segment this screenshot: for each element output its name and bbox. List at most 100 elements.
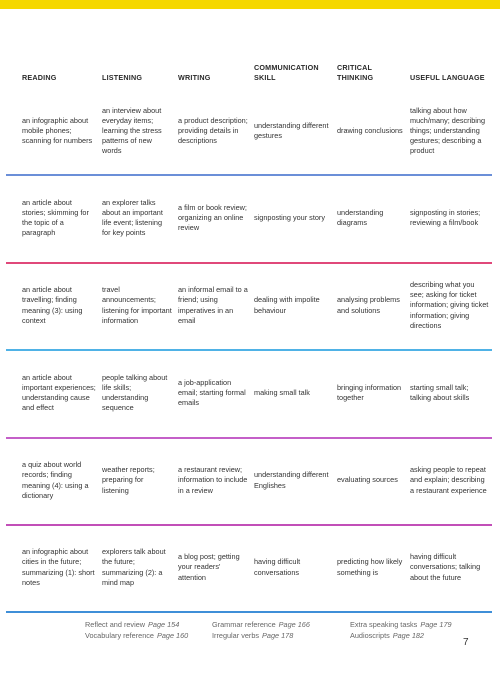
table-cell: bringing information together — [337, 349, 407, 437]
table-cell: having difficult conversations; talking … — [410, 524, 490, 611]
table-cell: evaluating sources — [337, 437, 407, 524]
cell-text: weather reports; preparing for listening — [102, 465, 155, 495]
footer-page: Page 160 — [156, 631, 189, 640]
footer-page: Page 182 — [392, 631, 424, 640]
table-cell: drawing conclusions — [337, 88, 407, 174]
cell-text: a job-application email; starting formal… — [178, 377, 246, 408]
cell-text: dealing with impolite behaviour — [254, 295, 320, 315]
footer-label: Audioscripts — [350, 631, 390, 640]
footer-label: Irregular verbs — [212, 631, 260, 640]
cell-text: bringing information together — [337, 382, 402, 402]
column-header-text: LISTENING — [102, 72, 143, 82]
footer-link: Reflect and review Page 154 — [85, 620, 179, 629]
table-cell: an article about travelling; finding mea… — [22, 262, 96, 349]
table-cell: an infographic about mobile phones; scan… — [22, 88, 96, 174]
cell-text: an article about important experiences; … — [22, 372, 96, 413]
cell-text: signposting your story — [254, 212, 325, 222]
cell-text: understanding different Englishes — [254, 470, 329, 490]
cell-text: an interview about everyday items; learn… — [102, 105, 162, 156]
footer-page: Page 154 — [148, 620, 180, 629]
row-divider — [6, 262, 492, 264]
table-cell: analysing problems and solutions — [337, 262, 407, 349]
cell-text: explorers talk about the future; summari… — [102, 547, 166, 587]
table-cell: weather reports; preparing for listening — [102, 437, 172, 524]
table-cell: predicting how likely something is — [337, 524, 407, 611]
column-header: READING — [22, 54, 96, 82]
cell-text: a restaurant review; information to incl… — [178, 465, 248, 495]
table-cell: a job-application email; starting formal… — [178, 349, 250, 437]
table-cell: a quiz about world records; finding mean… — [22, 437, 96, 524]
table-cell: describing what you see; asking for tick… — [410, 262, 490, 349]
table-cell: having difficult conversations — [254, 524, 332, 611]
cell-text: making small talk — [254, 387, 310, 397]
table-cell: understanding diagrams — [337, 174, 407, 262]
cell-text: an infographic about cities in the futur… — [22, 547, 95, 587]
column-header: CRITICAL THINKING — [337, 54, 385, 82]
column-header-text: COMMUNICATION SKILL — [254, 63, 319, 82]
table-cell: understanding different gestures — [254, 88, 332, 174]
table-cell: a film or book review; organizing an onl… — [178, 174, 250, 262]
cell-text: starting small talk; talking about skill… — [410, 382, 470, 402]
cell-text: an informal email to a friend; using imp… — [178, 285, 248, 325]
table-cell: understanding different Englishes — [254, 437, 332, 524]
table-cell: making small talk — [254, 349, 332, 437]
cell-text: having difficult conversations; talking … — [410, 552, 481, 582]
table-cell: signposting in stories; reviewing a film… — [410, 174, 490, 262]
table-cell: asking people to repeat and explain; des… — [410, 437, 490, 524]
table-cell: dealing with impolite behaviour — [254, 262, 332, 349]
cell-text: travel announcements; listening for impo… — [102, 285, 172, 325]
cell-text: an explorer talks about an important lif… — [102, 197, 163, 238]
cell-text: an article about travelling; finding mea… — [22, 285, 83, 325]
top-bar — [0, 0, 500, 9]
table-cell: travel announcements; listening for impo… — [102, 262, 172, 349]
table-cell: starting small talk; talking about skill… — [410, 349, 490, 437]
table-cell: an article about important experiences; … — [22, 349, 96, 437]
footer-link: Audioscripts Page 182 — [350, 631, 424, 640]
footer-label: Reflect and review — [85, 620, 146, 629]
footer-page: Page 179 — [420, 620, 452, 629]
cell-text: an infographic about mobile phones; scan… — [22, 115, 93, 146]
column-header: LISTENING — [102, 54, 172, 82]
footer-label: Extra speaking tasks — [350, 620, 418, 629]
footer-link: Extra speaking tasks Page 179 — [350, 620, 452, 629]
row-divider — [6, 611, 492, 613]
row-divider — [6, 524, 492, 526]
column-header-text: READING — [22, 72, 57, 82]
footer-link: Vocabulary reference Page 160 — [85, 631, 188, 640]
table-cell: people talking about life skills; unders… — [102, 349, 172, 437]
cell-text: drawing conclusions — [337, 125, 403, 135]
row-divider — [6, 437, 492, 439]
cell-text: evaluating sources — [337, 475, 398, 485]
page-number: 7 — [463, 637, 469, 648]
cell-text: people talking about life skills; unders… — [102, 372, 168, 413]
column-header: USEFUL LANGUAGE — [410, 54, 490, 82]
cell-text: talking about how much/many; describing … — [410, 105, 486, 156]
column-header-text: WRITING — [178, 72, 211, 82]
cell-text: understanding different gestures — [254, 120, 329, 140]
cell-text: a blog post; getting your readers' atten… — [178, 552, 240, 582]
table-cell: an explorer talks about an important lif… — [102, 174, 172, 262]
footer-link: Grammar reference Page 166 — [212, 620, 310, 629]
footer-label: Vocabulary reference — [85, 631, 154, 640]
row-divider — [6, 174, 492, 176]
table-cell: a product description; providing details… — [178, 88, 250, 174]
table-cell: talking about how much/many; describing … — [410, 88, 490, 174]
footer-page: Page 166 — [278, 620, 310, 629]
cell-text: asking people to repeat and explain; des… — [410, 465, 487, 495]
table-cell: signposting your story — [254, 174, 332, 262]
column-header: WRITING — [178, 54, 250, 82]
cell-text: a product description; providing details… — [178, 115, 248, 146]
table-cell: an infographic about cities in the futur… — [22, 524, 96, 611]
column-header: COMMUNICATION SKILL — [254, 54, 326, 82]
cell-text: a film or book review; organizing an onl… — [178, 202, 247, 233]
table-cell: explorers talk about the future; summari… — [102, 524, 172, 611]
cell-text: predicting how likely something is — [337, 557, 403, 577]
cell-text: a quiz about world records; finding mean… — [22, 460, 89, 500]
column-header-text: CRITICAL THINKING — [337, 63, 374, 82]
footer-page: Page 178 — [262, 631, 294, 640]
cell-text: signposting in stories; reviewing a film… — [410, 207, 481, 227]
cell-text: understanding diagrams — [337, 207, 384, 227]
row-divider — [6, 349, 492, 351]
table-cell: a restaurant review; information to incl… — [178, 437, 250, 524]
